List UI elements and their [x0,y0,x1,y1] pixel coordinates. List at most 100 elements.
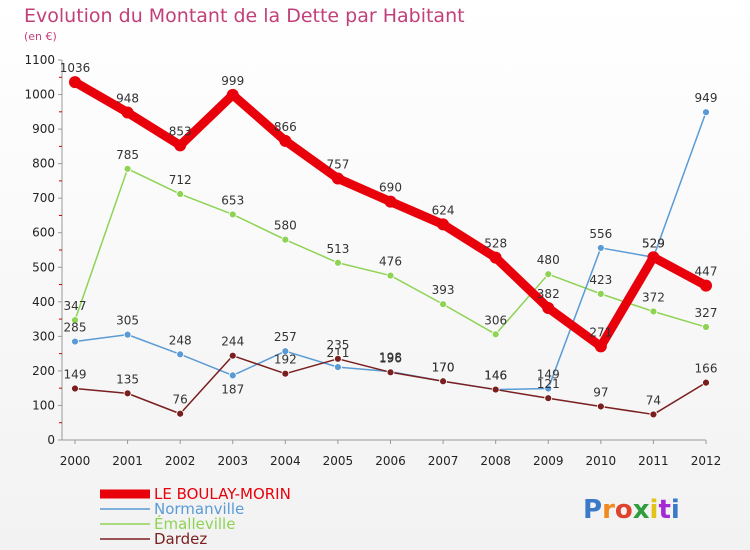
data-label: 393 [432,283,455,297]
data-label: 382 [537,287,560,301]
data-point [71,316,79,325]
x-tick-label: 2003 [217,454,248,468]
data-point [647,251,660,264]
data-point [386,368,395,377]
data-point [702,108,710,117]
chart-subtitle: (en €) [24,30,57,43]
chart-title: Evolution du Montant de la Dette par Hab… [24,5,465,27]
legend: LE BOULAY-MORINNormanvilleÉmallevilleDar… [100,485,291,548]
data-point [228,210,237,219]
data-point [649,410,658,419]
y-tick-label: 800 [32,157,55,171]
data-point [123,330,132,339]
proxiti-logo: Proxiti [583,495,680,525]
x-tick-label: 2010 [586,454,617,468]
data-point [594,340,607,353]
data-label: 271 [589,325,612,339]
y-tick-label: 100 [32,398,55,412]
data-point [596,289,605,298]
data-label: 248 [169,333,192,347]
data-point [439,377,447,386]
data-point [491,330,500,339]
series-1: 285 305 248 187 257 211 198 170 146 149 556 529 949 [64,91,718,396]
series-line [70,77,711,351]
data-label: 948 [116,92,139,106]
data-point [702,378,710,387]
data-label: 257 [274,330,297,344]
x-tick-label: 2009 [533,454,564,468]
data-point [176,409,185,418]
data-point [544,394,553,403]
data-point [226,88,239,101]
data-point [121,106,134,119]
data-label: 149 [64,368,87,382]
y-tick-label: 400 [32,295,55,309]
data-label: 624 [432,203,455,217]
data-point [176,350,185,359]
x-tick-label: 2001 [112,454,143,468]
data-label: 423 [589,273,612,287]
data-label: 170 [432,360,455,374]
data-label: 76 [173,393,188,407]
series-2: 347 785 712 653 580 513 476 393 306 480 423 372 327 [64,148,718,339]
data-point [281,369,290,378]
data-point [331,172,344,185]
data-label: 244 [221,335,244,349]
data-point [71,337,79,346]
y-tick-label: 1100 [24,53,55,67]
data-point [281,235,290,244]
legend-label: LE BOULAY-MORIN [154,485,291,503]
y-tick-label: 500 [32,260,55,274]
data-label: 97 [593,385,608,399]
logo-letter: i [671,495,680,525]
x-tick-label: 2008 [480,454,511,468]
data-point [384,195,397,208]
y-tick-label: 1000 [24,88,55,102]
x-tick-label: 2000 [60,454,91,468]
legend-label: Dardez [154,530,207,548]
series-line [74,111,707,391]
data-label: 853 [169,124,192,138]
data-label: 690 [379,181,402,195]
data-point [279,134,292,147]
data-point [596,244,605,252]
logo-letter: i [650,495,659,525]
data-point [334,258,342,267]
x-tick-label: 2002 [165,454,196,468]
data-point [228,371,237,380]
data-label: 529 [642,236,665,250]
data-point [281,347,290,356]
data-label: 166 [695,362,718,376]
data-label: 712 [169,173,192,187]
series-3: 149 135 76 244 192 235 196 170 146 121 97 74 166 [64,335,718,419]
data-label: 192 [274,353,297,367]
data-label: 447 [695,265,718,279]
data-label: 949 [695,91,718,105]
data-label: 1036 [60,61,91,75]
data-label: 785 [116,148,139,162]
y-tick-label: 300 [32,329,55,343]
data-point [123,164,132,173]
data-point [69,76,81,89]
data-point [439,300,447,309]
data-label: 580 [274,219,297,233]
data-point [228,351,237,360]
data-label: 999 [221,74,244,88]
data-label: 347 [64,299,87,313]
data-label: 196 [379,351,402,365]
y-tick-label: 200 [32,364,55,378]
y-tick-label: 700 [32,191,55,205]
data-point [544,384,553,393]
data-label: 211 [326,346,349,360]
series-layer: 3477857126535805134763933064804233723272… [60,61,718,419]
data-point [334,363,342,372]
data-label: 198 [379,351,402,365]
series-0: 1036 948 853 999 866 757 690 624 528 382 271 529 447 [60,61,718,353]
data-label: 327 [695,306,718,320]
data-label: 74 [646,393,661,407]
y-ticks: 0 100 200 300 400 500 600 700 800 900 1000 1100 [24,53,62,447]
data-point [123,389,132,398]
logo-letter: x [633,495,650,525]
